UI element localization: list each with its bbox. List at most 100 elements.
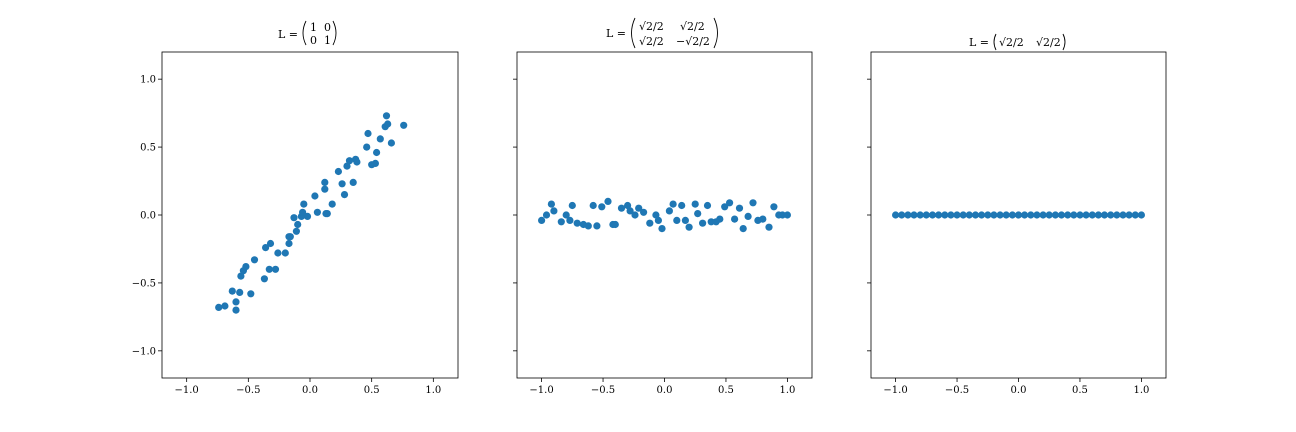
scatter-point (242, 263, 250, 271)
x-tick-label: −1.0 (883, 385, 907, 396)
scatter-point (654, 216, 663, 224)
y-tick-label: −1.0 (132, 346, 156, 357)
scatter-point (716, 215, 724, 223)
scatter-point (400, 121, 408, 129)
scatter-point (228, 287, 236, 295)
scatter-point (221, 302, 229, 310)
scatter-point (247, 290, 255, 298)
scatter-point (1082, 211, 1090, 219)
scatter-point (292, 227, 300, 235)
scatter-point (922, 211, 930, 219)
scatter-point (266, 239, 275, 248)
scatter-point (624, 201, 632, 210)
scatter-point (996, 211, 1004, 219)
scatter-point (363, 143, 371, 151)
scatter-point (916, 211, 924, 219)
scatter-point (910, 211, 918, 219)
title-prefix: L = (606, 27, 626, 40)
scatter-point (978, 211, 986, 219)
scatter-point (759, 215, 767, 223)
scatter-point (589, 201, 597, 210)
scatter-point (236, 288, 244, 296)
y-tick-label: −0.5 (132, 278, 156, 289)
y-axis (513, 78, 517, 352)
scatter-point (338, 180, 346, 188)
scatter-point (640, 208, 648, 216)
scatter-point (328, 200, 336, 208)
scatter-point (726, 199, 734, 207)
scatter-point (281, 249, 289, 257)
scatter-point (1076, 211, 1084, 219)
x-tick-label: 0.5 (364, 385, 380, 396)
scatter-point (262, 244, 270, 252)
scatter-point (215, 303, 223, 311)
scatter-point (550, 207, 558, 215)
scatter-point (770, 203, 778, 211)
scatter-point (300, 200, 308, 208)
scatter-points (892, 211, 1145, 219)
scatter-point (1039, 211, 1047, 219)
x-tick-label: 0.5 (1072, 385, 1088, 396)
scatter-point (373, 148, 381, 157)
scatter-point (343, 162, 351, 170)
scatter-point (232, 306, 240, 314)
y-tick-label: 1.0 (140, 75, 156, 86)
scatter-point (1088, 211, 1096, 219)
scatter-point (274, 249, 282, 257)
scatter-point (566, 216, 574, 224)
matrix-left-paren (993, 33, 997, 51)
scatter-panel-identity: L = 1 0 0 1 −1.0 −0.5 0.0 0.5 1.0 −1.0 −0.5 0.… (132, 20, 459, 396)
scatter-point (286, 233, 294, 241)
scatter-points (538, 197, 792, 233)
scatter-point (1113, 211, 1121, 219)
scatter-point (1008, 211, 1017, 219)
title-prefix: L = (278, 28, 298, 41)
scatter-point (265, 265, 273, 273)
scatter-point (340, 191, 349, 199)
scatter-point (604, 197, 612, 205)
scatter-point (547, 200, 556, 208)
scatter-point (984, 211, 992, 219)
scatter-point (323, 210, 331, 218)
x-axis: −1.0 −0.5 0.0 0.5 1.0 (529, 378, 795, 396)
scatter-point (990, 211, 998, 219)
scatter-point (294, 220, 302, 229)
scatter-point (584, 222, 592, 230)
scatter-point (1064, 211, 1072, 219)
scatter-point (744, 212, 752, 220)
scatter-point (376, 135, 384, 143)
scatter-point (904, 211, 912, 219)
y-axis (867, 78, 871, 352)
x-tick-label: 0.0 (657, 385, 673, 396)
scatter-point (538, 216, 546, 224)
scatter-point (935, 211, 943, 219)
x-axis: −1.0 −0.5 0.0 0.5 1.0 (175, 378, 441, 396)
scatter-point (1027, 211, 1035, 219)
scatter-point (941, 211, 949, 219)
scatter-point (739, 225, 747, 233)
scatter-point (959, 211, 967, 219)
scatter-point (658, 225, 666, 233)
scatter-point (735, 204, 744, 212)
scatter-point (1100, 211, 1109, 219)
scatter-point (345, 157, 354, 165)
x-tick-label: −0.5 (945, 385, 969, 396)
matrix-cell: √2/2 (639, 35, 664, 48)
scatter-point (971, 211, 980, 219)
panel-title: L = 1 0 0 1 (278, 20, 337, 47)
matrix-right-paren (1062, 33, 1066, 51)
scatter-point (626, 207, 634, 215)
scatter-point (749, 199, 757, 207)
scatter-point (593, 222, 601, 230)
scatter-panel-projection: L = √2/2 √2/2 −1.0 −0.5 0.0 0.5 1.0 (867, 33, 1167, 396)
scatter-point (965, 211, 973, 219)
axes: −1.0 −0.5 0.0 0.5 1.0 −1.0 −0.5 0.0 0.5 1.0 (132, 51, 459, 396)
scatter-point (250, 256, 259, 264)
scatter-point (349, 178, 357, 186)
scatter-point (947, 211, 955, 219)
x-tick-label: 0.5 (718, 385, 734, 396)
scatter-point (721, 203, 729, 211)
y-tick-label: 0.0 (140, 211, 156, 222)
scatter-point (568, 201, 576, 210)
